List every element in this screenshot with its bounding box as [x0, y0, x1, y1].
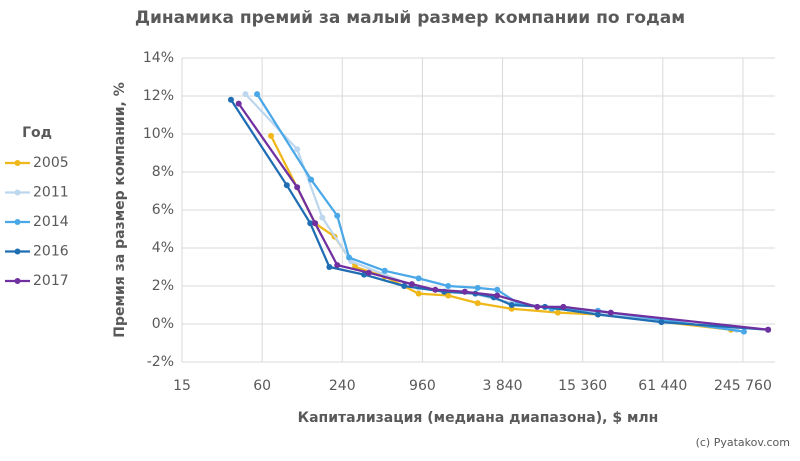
- data-point: [474, 284, 481, 291]
- data-point: [242, 91, 249, 98]
- data-point: [534, 303, 541, 310]
- series-line: [230, 99, 769, 331]
- data-point: [235, 100, 242, 107]
- data-point: [294, 146, 301, 153]
- y-tick-label: 14%: [143, 50, 174, 66]
- data-point: [361, 271, 368, 278]
- data-point: [445, 283, 452, 289]
- data-point: [294, 184, 301, 191]
- legend-title: Год: [22, 125, 52, 141]
- y-tick-label: -2%: [147, 354, 174, 370]
- data-point: [408, 281, 415, 288]
- data-point: [312, 220, 319, 227]
- x-tick-label: 60: [253, 378, 271, 394]
- y-tick-label: 10%: [143, 126, 174, 142]
- data-point: [415, 290, 422, 297]
- data-point: [461, 288, 468, 295]
- x-tick-label: 61 440: [638, 378, 687, 394]
- data-point: [334, 262, 341, 269]
- chart-title: Динамика премий за малый размер компании…: [135, 8, 685, 28]
- legend-marker: [14, 160, 21, 166]
- data-point: [307, 220, 314, 227]
- x-tick-label: 245 760: [714, 378, 772, 394]
- series-line: [237, 102, 769, 331]
- legend-marker: [14, 219, 21, 225]
- legend-label: 2011: [33, 185, 69, 201]
- y-tick-label: 2%: [152, 278, 174, 294]
- legend-label: 2014: [33, 214, 69, 230]
- credit: (c) Pyatakov.com: [696, 436, 790, 449]
- data-point: [765, 326, 772, 333]
- x-axis-title: Капитализация (медиана диапазона), $ млн: [298, 410, 659, 426]
- legend-label: 2005: [33, 155, 69, 171]
- data-point: [445, 292, 452, 299]
- y-tick-label: 8%: [152, 164, 174, 180]
- data-point: [508, 302, 515, 308]
- x-tick-label: 15 360: [558, 378, 607, 394]
- data-point: [494, 292, 501, 299]
- data-point: [560, 303, 567, 310]
- data-point: [432, 286, 439, 293]
- data-point: [658, 319, 665, 326]
- data-point: [494, 286, 501, 293]
- data-point: [283, 182, 290, 189]
- data-point: [365, 269, 372, 276]
- y-tick-label: 4%: [152, 240, 174, 256]
- x-tick-label: 960: [409, 378, 436, 394]
- y-tick-label: 6%: [152, 202, 174, 218]
- data-point: [346, 254, 353, 261]
- data-point: [254, 91, 261, 98]
- legend-marker: [14, 189, 21, 196]
- x-tick-label: 15: [173, 378, 191, 394]
- data-point: [334, 212, 341, 219]
- legend-label: 2017: [33, 273, 69, 289]
- x-tick-label: 3 840: [482, 378, 522, 394]
- y-tick-label: 0%: [152, 316, 174, 332]
- data-point: [401, 283, 408, 289]
- data-point: [474, 300, 481, 307]
- data-point: [607, 309, 614, 316]
- x-tick-label: 240: [329, 378, 356, 394]
- y-tick-label: 12%: [143, 88, 174, 104]
- legend-label: 2016: [33, 244, 69, 260]
- data-point: [326, 264, 333, 270]
- data-point: [268, 132, 275, 139]
- data-point: [740, 328, 747, 335]
- legend-marker: [14, 248, 21, 255]
- series-line: [270, 135, 732, 331]
- legend-marker: [14, 278, 21, 284]
- data-point: [594, 311, 601, 318]
- data-point: [381, 267, 388, 274]
- data-point: [308, 176, 315, 183]
- data-point: [554, 309, 561, 316]
- data-point: [415, 275, 422, 282]
- data-point: [227, 96, 234, 103]
- y-axis-title: Премия за размер компании, %: [112, 82, 128, 337]
- data-point: [319, 214, 326, 221]
